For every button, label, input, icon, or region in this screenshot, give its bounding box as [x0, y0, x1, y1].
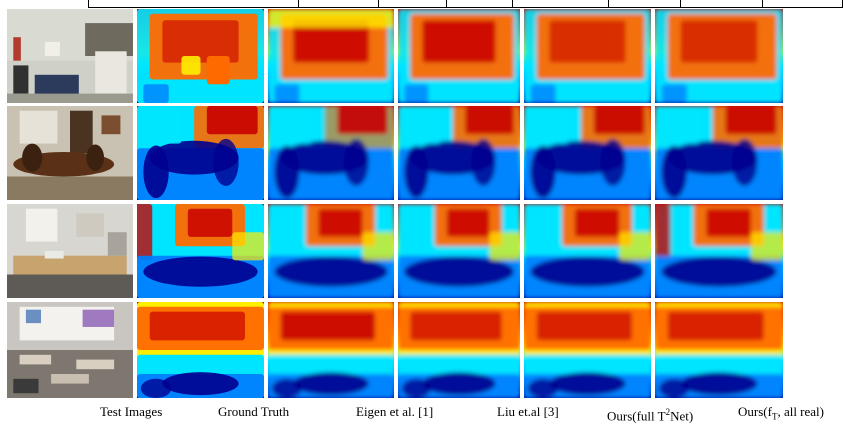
- caption-ground-truth: Ground Truth: [218, 404, 290, 419]
- test-image-row-1: [7, 9, 133, 103]
- ft-depth-map-row-2: [655, 106, 783, 200]
- full-depth-map-row-2: [524, 106, 651, 200]
- liu-depth-map-row-3: [398, 204, 520, 298]
- eigen-depth-map-row-1: [268, 9, 394, 103]
- test-image-row-3: [7, 204, 133, 298]
- caption-liu: Liu et.al [3]: [497, 404, 559, 419]
- full-depth-map-row-1: [524, 9, 651, 103]
- liu-depth-map-row-4: [398, 302, 520, 398]
- gt-depth-map-row-2: [137, 106, 264, 200]
- full-depth-map-row-4: [524, 302, 651, 398]
- caption-ours-ft: Ours(fT, all real): [738, 404, 824, 422]
- gt-depth-map-row-4: [137, 302, 264, 398]
- caption-eigen: Eigen et al. [1]: [356, 404, 434, 419]
- caption-test-images: Test Images: [100, 404, 163, 419]
- test-image-row-2: [7, 106, 133, 200]
- full-depth-map-row-3: [524, 204, 651, 298]
- ft-depth-map-row-3: [655, 204, 783, 298]
- figure-captions: Test Images Ground Truth Eigen et al. [1…: [0, 404, 843, 423]
- ft-depth-map-row-4: [655, 302, 783, 398]
- eigen-depth-map-row-3: [268, 204, 394, 298]
- ft-depth-map-row-1: [655, 9, 783, 103]
- liu-depth-map-row-2: [398, 106, 520, 200]
- eigen-depth-map-row-4: [268, 302, 394, 398]
- test-image-row-4: [7, 302, 133, 398]
- depth-comparison-figure: [7, 9, 783, 398]
- eigen-depth-map-row-2: [268, 106, 394, 200]
- gt-depth-map-row-1: [137, 9, 264, 103]
- gt-depth-map-row-3: [137, 204, 264, 298]
- liu-depth-map-row-1: [398, 9, 520, 103]
- caption-ours-full: Ours(full T2Net): [607, 407, 694, 424]
